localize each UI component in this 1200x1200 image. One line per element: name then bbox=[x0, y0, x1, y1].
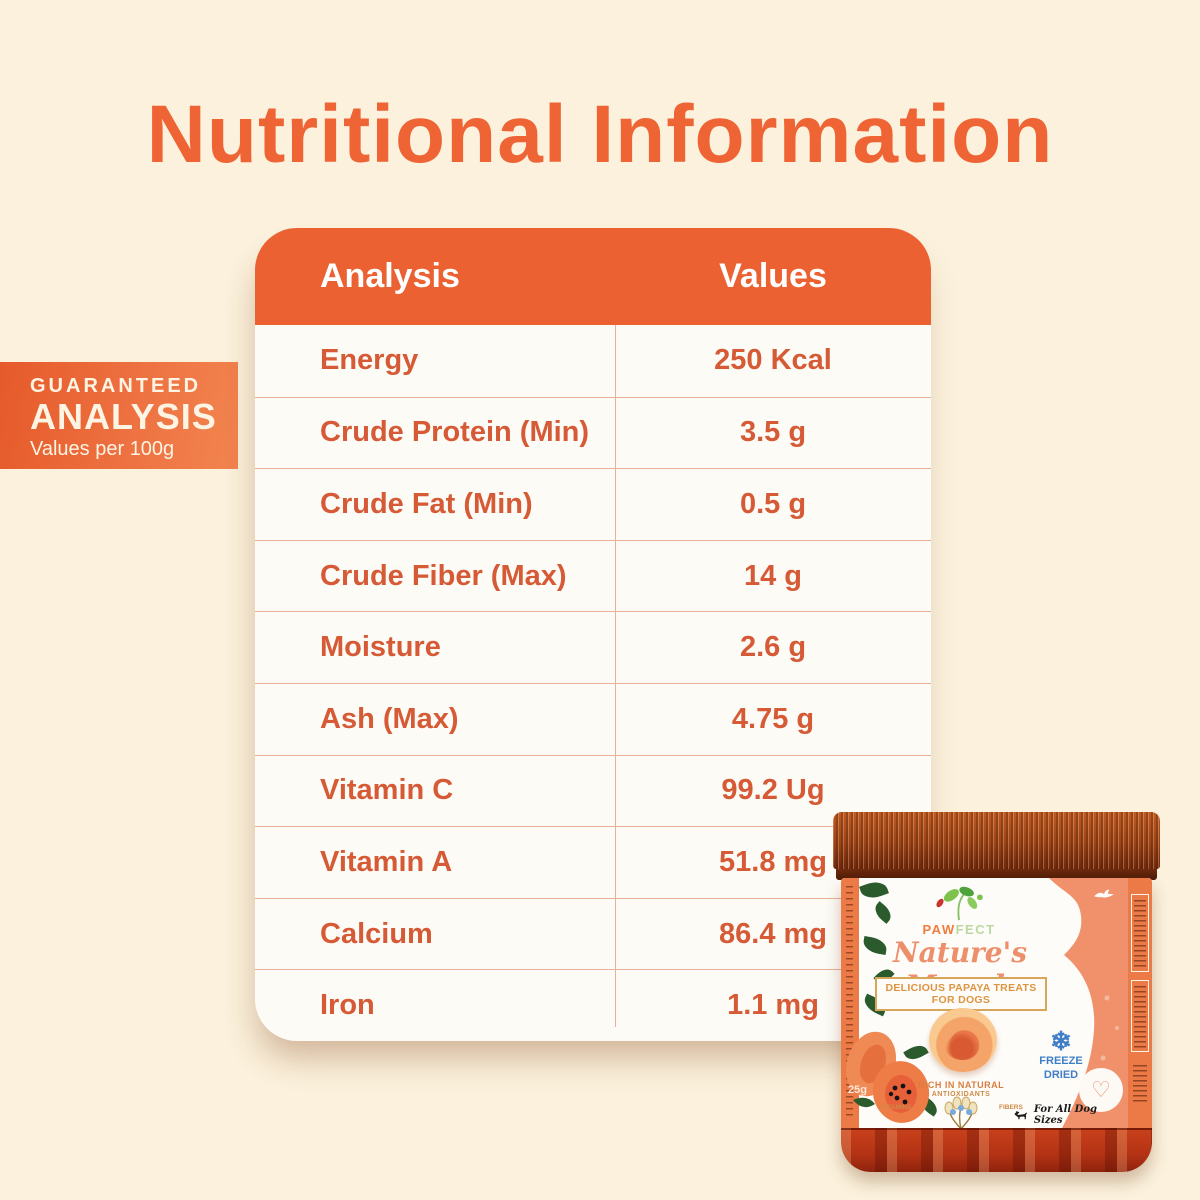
right-ingredient-strip bbox=[1128, 878, 1152, 1128]
table-row: Moisture 2.6 g bbox=[255, 611, 931, 683]
row-value: 3.5 g bbox=[739, 416, 807, 449]
table-row: Ash (Max) 4.75 g bbox=[255, 682, 931, 755]
row-label: Crude Fiber (Max) bbox=[320, 559, 567, 592]
row-label: Calcium bbox=[320, 917, 433, 950]
row-label: Moisture bbox=[320, 631, 441, 664]
header-values: Values bbox=[719, 257, 827, 295]
nutrition-table-card: Analysis Values Energy 250 Kcal Crude Pr… bbox=[255, 228, 931, 1041]
row-value: 99.2 Ug bbox=[721, 774, 825, 807]
fineprint-panel bbox=[1131, 894, 1149, 972]
table-row: Calcium 86.4 mg bbox=[255, 897, 931, 970]
row-value: 250 Kcal bbox=[714, 344, 832, 377]
fineprint-panel bbox=[1131, 980, 1149, 1052]
row-value: 51.8 mg bbox=[719, 845, 827, 878]
column-divider bbox=[615, 325, 616, 1027]
rich-in-natural-label: RICH IN NATURAL bbox=[917, 1080, 1005, 1090]
jar-lid-band bbox=[836, 869, 1157, 880]
brand-paw: PAW bbox=[922, 922, 956, 937]
papaya-half-image bbox=[929, 1008, 997, 1072]
brand-name: PAWFECT bbox=[869, 922, 1049, 937]
dog-icon bbox=[1014, 1110, 1027, 1119]
leaf-icon bbox=[859, 878, 889, 902]
treats-through-jar bbox=[841, 1128, 1152, 1172]
fineprint-panel bbox=[1131, 1060, 1149, 1106]
badge-line-analysis: ANALYSIS bbox=[30, 396, 217, 437]
badge-line-guaranteed: GUARANTEED bbox=[30, 375, 202, 397]
jar-lid bbox=[833, 812, 1160, 869]
page-title: Nutritional Information bbox=[146, 89, 1054, 180]
dog-sizes-note: For All Dog Sizes bbox=[1013, 1104, 1123, 1126]
dog-sizes-text: For All Dog Sizes bbox=[1033, 1104, 1097, 1126]
pawfect-logo-icon bbox=[936, 886, 983, 921]
table-row: Crude Protein (Min) 3.5 g bbox=[255, 396, 931, 469]
row-label: Crude Protein (Min) bbox=[320, 416, 590, 449]
row-label: Iron bbox=[320, 989, 375, 1022]
quality-seal: ♡ bbox=[1079, 1068, 1123, 1112]
table-rows: Energy 250 Kcal Crude Protein (Min) 3.5 … bbox=[255, 325, 931, 1041]
row-value: 86.4 mg bbox=[719, 917, 827, 950]
badge-line-values-per-100g: Values per 100g bbox=[30, 437, 175, 460]
table-row: Energy 250 Kcal bbox=[255, 325, 931, 397]
fibers-label: FIBERS bbox=[999, 1104, 1023, 1111]
row-value: 14 g bbox=[743, 559, 803, 592]
antioxidants-label: ANTIOXIDANTS bbox=[931, 1091, 991, 1098]
row-value: 4.75 g bbox=[731, 702, 815, 735]
bird-icon bbox=[1094, 889, 1114, 898]
snowflake-icon: ❄ bbox=[1050, 1026, 1072, 1056]
heart-icon: ♡ bbox=[1091, 1077, 1111, 1102]
table-row: Crude Fiber (Max) 14 g bbox=[255, 539, 931, 612]
row-label: Vitamin C bbox=[320, 774, 454, 807]
table-row: Iron 1.1 mg bbox=[255, 969, 931, 1041]
net-weight-label: 25g bbox=[848, 1084, 867, 1096]
row-label: Vitamin A bbox=[320, 845, 453, 878]
freeze-label: FREEZE bbox=[1039, 1055, 1083, 1067]
guaranteed-analysis-badge: GUARANTEED ANALYSIS Values per 100g bbox=[0, 362, 238, 469]
flower-icon bbox=[944, 1096, 978, 1128]
row-value: 2.6 g bbox=[739, 631, 807, 664]
product-tagline: DELICIOUS PAPAYA TREATS FOR DOGS bbox=[875, 977, 1047, 1011]
freeze-dried-badge: ❄ FREEZE DRIED bbox=[1033, 1028, 1089, 1083]
table-row: Crude Fat (Min) 0.5 g bbox=[255, 468, 931, 540]
row-label: Energy bbox=[320, 344, 419, 377]
jar-label: 25g PAWFECT Nature's Munch DELICIOUS PAP… bbox=[841, 878, 1152, 1128]
vitamins-label: VITAMINS bbox=[881, 1104, 912, 1111]
product-jar: 25g PAWFECT Nature's Munch DELICIOUS PAP… bbox=[833, 812, 1160, 1172]
brand-fect: FECT bbox=[955, 922, 996, 937]
row-label: Crude Fat (Min) bbox=[320, 487, 533, 520]
row-value: 0.5 g bbox=[739, 487, 807, 520]
leaf-icon bbox=[871, 901, 895, 924]
row-label: Ash (Max) bbox=[320, 702, 459, 735]
row-value: 1.1 mg bbox=[727, 989, 819, 1022]
papaya-fruit-graphic bbox=[846, 1031, 930, 1123]
dried-label: DRIED bbox=[1043, 1069, 1079, 1082]
jar-body: 25g PAWFECT Nature's Munch DELICIOUS PAP… bbox=[841, 878, 1152, 1172]
table-row: Vitamin C 99.2 Ug bbox=[255, 754, 931, 827]
header-analysis: Analysis bbox=[320, 257, 460, 295]
table-row: Vitamin A 51.8 mg bbox=[255, 826, 931, 898]
table-header: Analysis Values bbox=[255, 228, 931, 325]
